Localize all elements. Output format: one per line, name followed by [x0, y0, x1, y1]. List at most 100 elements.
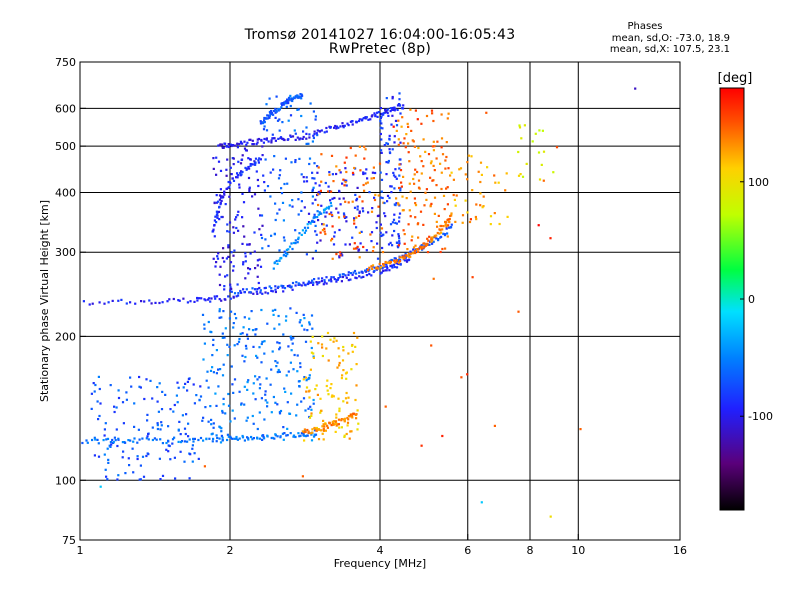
data-point: [440, 224, 443, 228]
data-point: [249, 252, 252, 255]
data-point: [306, 282, 309, 285]
data-point: [223, 191, 226, 194]
data-point: [104, 468, 107, 471]
data-point: [227, 244, 230, 247]
data-point: [216, 216, 219, 219]
data-point: [260, 214, 264, 217]
data-point: [345, 276, 348, 279]
data-point: [261, 340, 264, 343]
data-point: [286, 285, 289, 288]
data-point: [346, 424, 349, 427]
data-point: [301, 475, 304, 478]
data-point: [241, 242, 244, 245]
data-point: [229, 261, 233, 264]
data-point: [222, 397, 225, 400]
data-point: [291, 205, 294, 208]
data-point: [296, 108, 299, 111]
data-point: [391, 148, 394, 151]
data-point: [146, 452, 149, 455]
data-point: [435, 184, 438, 187]
data-point: [446, 186, 449, 189]
data-point: [278, 118, 281, 121]
data-point: [168, 298, 171, 301]
data-point: [387, 243, 391, 246]
data-point: [226, 223, 229, 226]
data-point: [396, 104, 400, 107]
data-point: [391, 114, 394, 117]
data-point: [447, 224, 450, 227]
data-point: [308, 416, 312, 419]
data-point: [268, 97, 271, 100]
data-point: [398, 174, 401, 177]
data-point: [278, 348, 281, 351]
data-point: [277, 177, 281, 180]
data-point: [414, 216, 417, 219]
data-point: [240, 170, 243, 173]
data-point: [387, 261, 390, 264]
data-point: [350, 368, 353, 371]
data-point: [209, 405, 212, 408]
data-point: [371, 114, 374, 117]
data-point: [355, 417, 358, 420]
data-point: [333, 231, 336, 234]
data-point: [260, 236, 264, 240]
data-point: [327, 393, 330, 396]
data-point: [304, 409, 307, 412]
data-point: [417, 186, 421, 189]
data-point: [337, 418, 341, 421]
data-point: [452, 178, 455, 181]
data-point: [311, 279, 314, 282]
data-point: [405, 197, 408, 200]
data-point: [229, 181, 232, 185]
data-point: [420, 244, 423, 247]
data-point: [358, 145, 361, 148]
data-point: [374, 171, 377, 175]
data-point: [93, 390, 96, 393]
data-point: [220, 196, 223, 199]
data-point: [243, 360, 246, 363]
data-point: [368, 273, 371, 276]
data-point: [129, 376, 132, 379]
data-point: [338, 407, 341, 410]
data-point: [239, 289, 242, 293]
data-point: [283, 432, 286, 435]
data-point: [360, 276, 363, 279]
data-point: [258, 228, 261, 231]
data-point: [231, 409, 234, 412]
data-point: [215, 201, 218, 204]
y-tick-label: 100: [55, 474, 76, 487]
data-point: [448, 221, 451, 224]
data-point: [195, 394, 198, 397]
data-point: [202, 416, 205, 419]
phase-info-x-line: mean, sd,X: 107.5, 23.1: [609, 44, 730, 55]
data-point: [379, 231, 382, 234]
data-point: [399, 141, 402, 144]
data-point: [333, 126, 336, 129]
data-point: [354, 154, 357, 157]
data-point: [479, 161, 483, 164]
data-point: [440, 137, 444, 140]
data-point: [393, 187, 396, 190]
data-point: [347, 273, 350, 276]
data-point: [219, 441, 223, 444]
data-point: [312, 402, 315, 405]
data-point: [113, 410, 116, 414]
data-point: [313, 429, 317, 432]
data-point: [276, 435, 279, 438]
data-point: [334, 420, 337, 423]
data-point: [267, 140, 270, 143]
data-point: [269, 195, 272, 198]
data-point: [305, 386, 309, 389]
data-point: [120, 298, 123, 301]
data-point: [230, 144, 233, 148]
data-point: [238, 437, 241, 440]
data-point: [433, 169, 436, 172]
data-point: [102, 439, 105, 442]
data-point: [335, 165, 338, 168]
data-point: [198, 399, 201, 402]
data-point: [272, 113, 275, 116]
data-point: [345, 179, 348, 182]
data-point: [549, 237, 552, 240]
data-point: [342, 212, 346, 215]
data-point: [262, 434, 265, 437]
